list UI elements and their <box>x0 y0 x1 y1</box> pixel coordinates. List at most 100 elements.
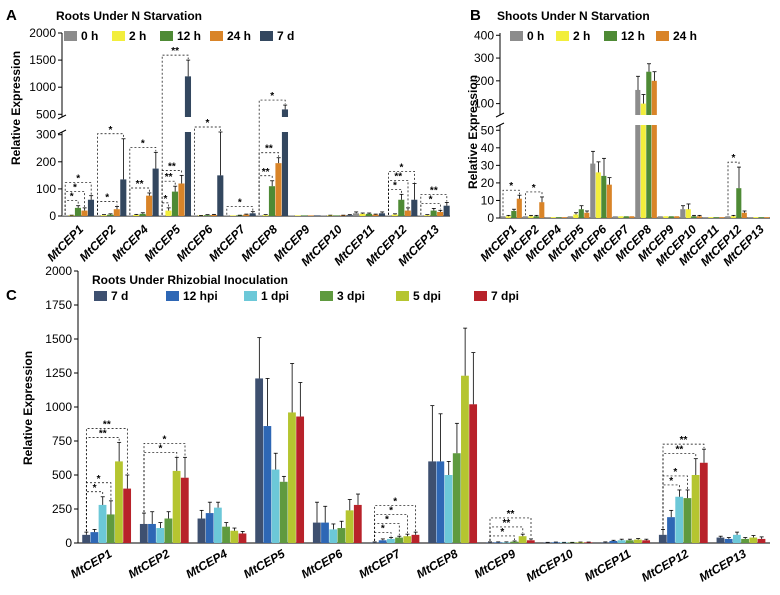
panel-b-significance: * * * <box>502 153 740 216</box>
panel-a-y-tick-label: 500 <box>36 107 56 121</box>
panel-a-bar <box>437 211 444 216</box>
panel-c-significance-bracket <box>143 451 178 513</box>
panel-a-bar <box>191 215 198 216</box>
panel-b-legend-swatch <box>556 31 569 41</box>
panel-a: A Roots Under N Starvation Relative Expr… <box>6 7 450 269</box>
panel-c-significance-label: * <box>393 497 397 508</box>
panel-c-category-label: MtCEP9 <box>472 546 519 581</box>
panel-b-bar <box>578 209 584 218</box>
panel-b-bar <box>545 217 551 218</box>
panel-a-bar <box>288 215 295 216</box>
panel-c-significance-label: * <box>97 474 101 485</box>
panel-a-bar <box>346 215 353 216</box>
panel-b-letter: B <box>470 7 481 24</box>
panel-c-legend-swatch <box>396 291 409 301</box>
panel-c-bar <box>263 426 272 543</box>
panel-b-significance-bracket <box>502 189 520 216</box>
panel-a-y-tick-label: 1500 <box>29 53 56 67</box>
panel-a-bar <box>333 215 340 216</box>
panel-a-axes: 0 100 200 300 500 1000 1500 2000 <box>29 26 450 223</box>
panel-c-significance-label: ** <box>103 419 111 430</box>
panel-a-categories: MtCEP1MtCEP2MtCEP4MtCEP5MtCEP6MtCEP7MtCE… <box>44 221 442 269</box>
panel-b-bar <box>522 216 528 218</box>
panel-c-y-tick-label: 500 <box>52 468 72 482</box>
panel-b-y-tick-label: 10 <box>481 193 495 207</box>
panel-b-bar <box>657 216 663 218</box>
panel-a-bar <box>385 215 392 216</box>
panel-b-legend-label: 12 h <box>621 29 645 43</box>
panel-c-category-label: MtCEP12 <box>639 546 691 584</box>
panel-a-legend-label: 12 h <box>177 29 201 43</box>
panel-b-bar <box>505 216 511 218</box>
panel-c-bar <box>164 518 173 543</box>
panel-a-bar <box>404 210 411 216</box>
panel-c-bar <box>197 518 206 543</box>
panel-b-bar <box>533 216 539 218</box>
panel-c-bar <box>551 542 560 543</box>
panel-c-significance-label: * <box>93 483 97 494</box>
panel-b-bar <box>753 217 759 218</box>
panel-b-legend-swatch <box>656 31 669 41</box>
panel-b-legend-label: 24 h <box>673 29 697 43</box>
panel-b-bar <box>747 217 753 218</box>
panel-c-category-label: MtCEP11 <box>582 546 634 584</box>
panel-c-significance-bracket <box>489 517 532 541</box>
panel-b-legend-label: 2 h <box>573 29 590 43</box>
panel-a-bar <box>61 215 69 216</box>
panel-a-bar <box>424 215 431 216</box>
panel-c-significance-bracket <box>489 526 524 541</box>
panel-b-significance-label: * <box>509 181 513 192</box>
panel-c-bar <box>230 530 239 543</box>
panel-a-significance-label: * <box>70 192 74 203</box>
panel-a-significance-label: * <box>163 194 167 205</box>
panel-c-category-label: MtCEP7 <box>356 546 403 581</box>
panel-a-bar <box>249 213 256 216</box>
panel-b-bar <box>528 216 534 218</box>
panel-b-bar <box>500 216 506 218</box>
panel-c-y-tick-label: 750 <box>52 434 72 448</box>
panel-c-bar <box>321 522 329 543</box>
panel-c: C Roots Under Rhizobial Inoculation Rela… <box>6 264 770 585</box>
panel-b-bar <box>561 217 567 218</box>
panel-c-bar <box>238 533 247 543</box>
panel-c-significance-label: * <box>381 524 385 535</box>
panel-a-bar <box>217 175 224 216</box>
panel-b-bar <box>618 216 624 218</box>
panel-c-legend: 7 d 12 hpi 1 dpi 3 dpi 5 dpi 7 dpi <box>94 289 519 303</box>
panel-b-bar <box>702 217 708 218</box>
panel-a-legend-label: 0 h <box>81 29 98 43</box>
panel-a-axis-break <box>57 129 67 135</box>
panel-a-significance-label: * <box>238 198 242 209</box>
panel-a-axis-break <box>57 114 67 120</box>
panel-c-significance-label: * <box>673 467 677 478</box>
panel-c-legend-label: 12 hpi <box>183 289 218 303</box>
panel-a-legend-label: 7 d <box>277 29 294 43</box>
panel-a-bar <box>294 215 301 216</box>
panel-b-y-tick-label: 50 <box>481 123 495 137</box>
panel-c-bar <box>386 538 395 543</box>
panel-c-significance-label: * <box>385 515 389 526</box>
panel-c-title: Roots Under Rhizobial Inoculation <box>92 273 288 287</box>
panel-b-y-tick-label: 400 <box>474 28 494 42</box>
panel-c-bar <box>518 536 527 543</box>
panel-c-bar <box>699 462 708 543</box>
panel-b-bar <box>680 209 686 218</box>
panel-c-bar <box>222 526 230 543</box>
panel-b-bar <box>741 212 747 218</box>
panel-a-significance-label: * <box>76 174 80 185</box>
panel-b-bars <box>500 63 770 218</box>
panel-c-bar <box>90 532 99 543</box>
panel-a-bar <box>107 214 114 216</box>
panel-c-y-tick-label: 1750 <box>45 298 72 312</box>
panel-c-bar <box>156 528 165 543</box>
panel-b-bar <box>651 80 657 115</box>
panel-b-bar <box>556 217 562 218</box>
panel-c-category-label: MtCEP4 <box>183 546 230 581</box>
panel-b-bar <box>606 184 612 218</box>
panel-b-significance-label: * <box>732 153 736 164</box>
panel-c-bar <box>494 542 502 543</box>
panel-a-legend: 0 h 2 h 12 h 24 h 7 d <box>64 29 294 43</box>
panel-c-bar <box>609 540 618 543</box>
panel-c-category-label: MtCEP8 <box>414 546 461 581</box>
panel-c-bar <box>741 538 749 543</box>
